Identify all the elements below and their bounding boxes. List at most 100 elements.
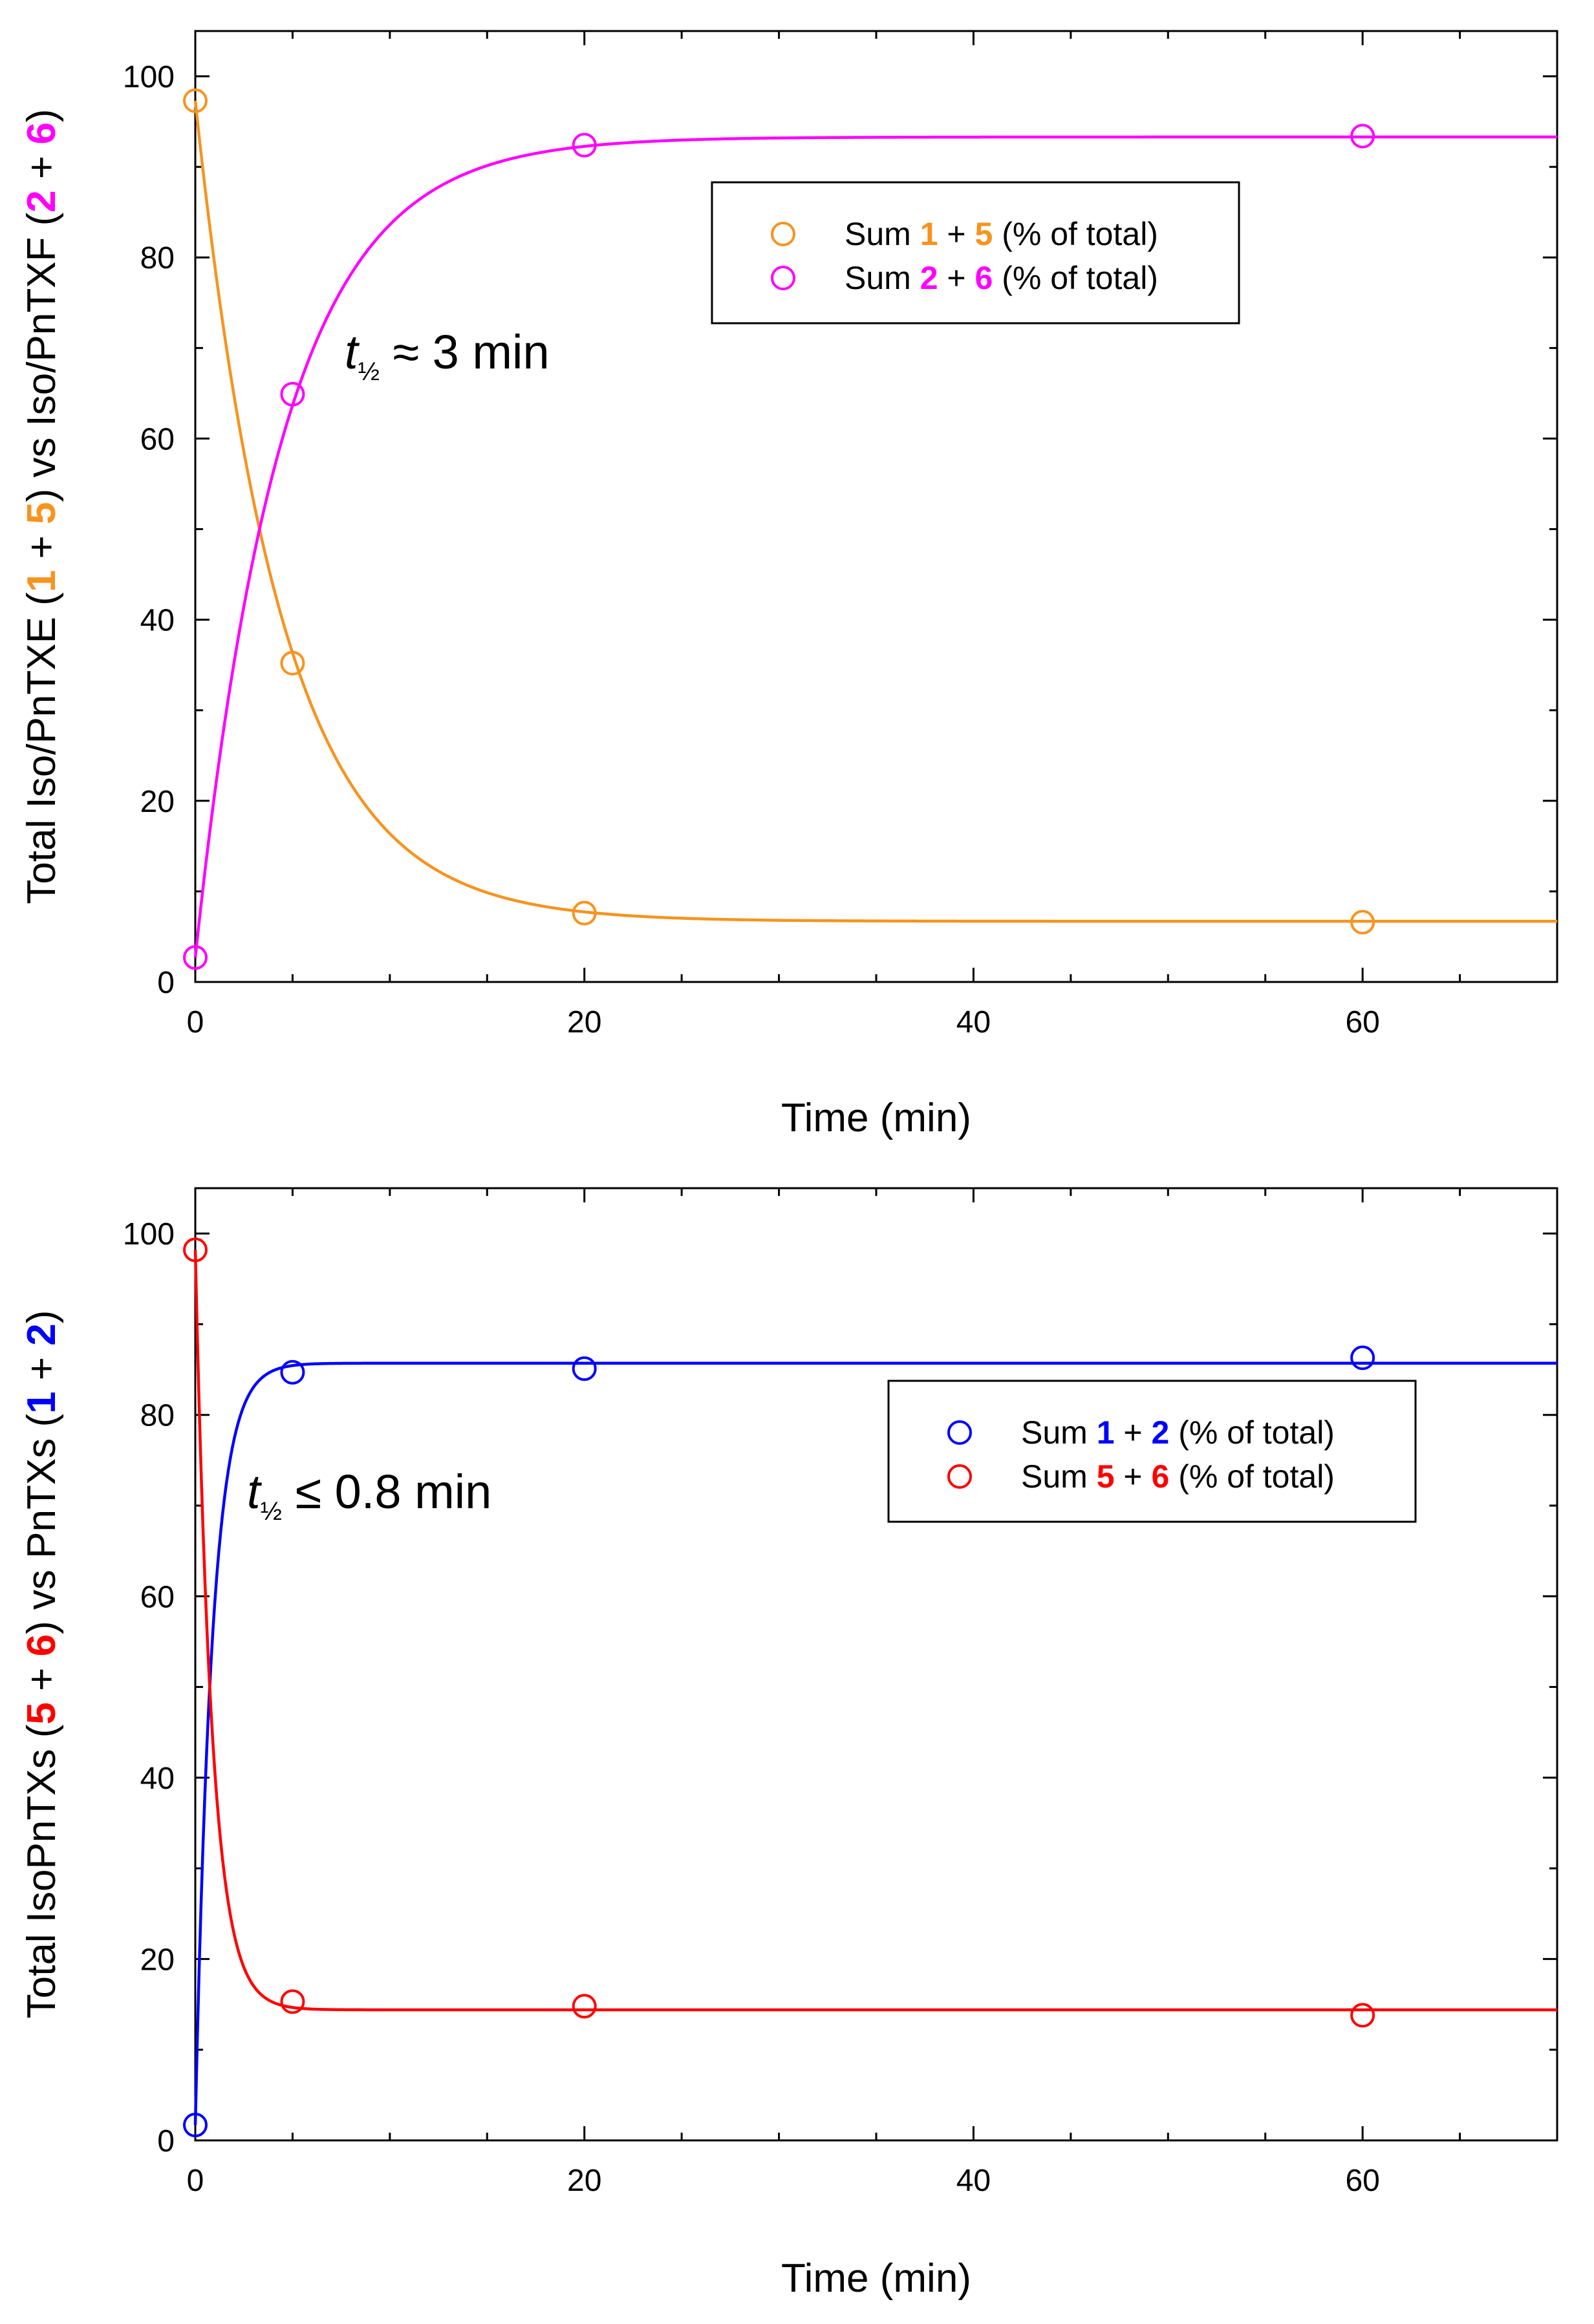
text-part: Total IsoPnTXs ( <box>19 1724 64 2018</box>
x-tick-label: 20 <box>567 1005 601 1039</box>
text-part: + <box>19 145 64 191</box>
annot-rest: ≈ 3 min <box>380 325 550 379</box>
y-tick-label: 0 <box>157 966 175 1000</box>
legend: Sum 1 + 2 (% of total) Sum 5 + 6 (% of to… <box>887 1380 1417 1523</box>
text-part: + <box>19 1346 64 1392</box>
y-tick-label: 80 <box>140 241 175 275</box>
x-tick-label: 60 <box>1345 1005 1379 1039</box>
y-tick-label: 100 <box>123 1217 175 1252</box>
data-point-series-0 <box>183 2113 208 2138</box>
legend-marker <box>947 1464 972 1489</box>
x-tick-label: 60 <box>1345 2164 1379 2198</box>
data-point-series-1 <box>1350 123 1375 149</box>
text-part: + <box>1115 1414 1152 1451</box>
x-axis-title: Time (min) <box>781 1096 971 1140</box>
text-part: 1 <box>19 570 64 592</box>
text-part: 1 <box>920 216 938 252</box>
x-axis-title: Time (min) <box>781 2256 971 2301</box>
text-part: 6 <box>975 260 993 296</box>
legend: Sum 1 + 5 (% of total)Sum 2 + 6 (% of to… <box>711 181 1240 325</box>
half-life-annotation: t½ ≈ 3 min <box>345 325 550 386</box>
data-point-series-0 <box>1350 910 1375 935</box>
y-tick-label: 60 <box>140 422 175 456</box>
text-part: Sum <box>845 216 920 252</box>
annot-t: t <box>247 1465 263 1519</box>
data-point-series-1 <box>183 945 208 970</box>
y-tick-label: 40 <box>140 604 175 638</box>
text-part: 6 <box>19 1634 64 1656</box>
text-part: ) vs Iso/PnTXF ( <box>19 212 64 502</box>
text-part: ) <box>19 109 64 122</box>
data-point-series-1 <box>183 1237 208 1263</box>
text-part: 1 <box>1097 1414 1115 1451</box>
text-part: ) <box>19 1310 64 1324</box>
legend-marker <box>947 1420 972 1445</box>
fit-curve-series-1 <box>193 135 1557 958</box>
fit-curve-series-1 <box>193 1250 1557 2012</box>
x-tick-label: 0 <box>187 1005 204 1039</box>
data-point-series-1 <box>280 381 305 407</box>
x-tick-label: 0 <box>187 2164 204 2198</box>
data-point-series-0 <box>280 1359 305 1385</box>
text-part: (% of total) <box>993 216 1158 252</box>
text-part: 1 <box>19 1391 64 1413</box>
text-part: (% of total) <box>993 260 1158 296</box>
y-axis-title: Total IsoPnTXs (5 + 6) vs PnTXs (1 + 2) <box>19 1310 64 2019</box>
data-point-series-0 <box>183 88 208 113</box>
y-tick-label: 60 <box>140 1580 175 1614</box>
data-point-series-1 <box>1350 2003 1375 2028</box>
data-point-series-0 <box>572 901 597 926</box>
legend-label: Sum 5 + 6 (% of total) <box>1021 1458 1335 1495</box>
x-tick-label: 40 <box>956 2164 991 2198</box>
text-part: Total Iso/PnTXE ( <box>19 592 64 904</box>
annot-rest: ≤ 0.8 min <box>282 1465 491 1519</box>
text-part: ) vs PnTXs ( <box>19 1414 64 1634</box>
text-part: 5 <box>1097 1458 1115 1495</box>
text-part: 5 <box>19 502 64 524</box>
legend-label: Sum 2 + 6 (% of total) <box>845 260 1158 296</box>
data-point-series-1 <box>572 133 597 158</box>
y-tick-label: 40 <box>140 1762 175 1796</box>
text-part: + <box>938 260 975 296</box>
plot-frame <box>194 30 1558 983</box>
text-part: 2 <box>19 190 64 212</box>
data-point-series-1 <box>572 1994 597 2019</box>
data-point-series-0 <box>280 650 305 676</box>
text-part: 5 <box>975 216 993 252</box>
y-tick-label: 100 <box>123 60 175 94</box>
x-tick-label: 20 <box>567 2164 601 2198</box>
text-part: 6 <box>1152 1458 1170 1495</box>
y-axis-title: Total Iso/PnTXE (1 + 5) vs Iso/PnTXF (2 … <box>19 109 64 904</box>
annot-sub: ½ <box>261 1497 282 1526</box>
legend-box <box>887 1380 1417 1523</box>
legend-box <box>711 181 1240 325</box>
data-point-series-0 <box>572 1356 597 1381</box>
y-tick-label: 0 <box>157 2124 175 2159</box>
text-part: 6 <box>19 122 64 144</box>
plot-frame <box>194 1187 1558 2142</box>
chart-top: 0 20 40 60 0 20 40 60 80 100 Time (min) Total Iso/P… <box>19 30 1558 1140</box>
text-part: (% of total) <box>1169 1414 1335 1451</box>
legend-marker <box>771 222 795 246</box>
fit-curve-series-0 <box>193 1361 1557 2126</box>
text-part: + <box>938 216 975 252</box>
annot-sub: ½ <box>358 357 380 386</box>
text-part: 2 <box>19 1323 64 1345</box>
text-part: + <box>19 524 64 570</box>
text-part: 2 <box>920 260 938 296</box>
text-part: + <box>19 1656 64 1702</box>
y-tick-label: 20 <box>140 785 175 819</box>
data-point-series-0 <box>1350 1345 1375 1370</box>
legend-label: Sum 1 + 2 (% of total) <box>1021 1414 1335 1451</box>
text-part: Sum <box>1021 1458 1097 1495</box>
annot-t: t <box>345 325 360 379</box>
text-part: + <box>1115 1458 1152 1495</box>
data-point-series-1 <box>280 1989 305 2014</box>
text-part: (% of total) <box>1169 1458 1335 1495</box>
chart-bottom: 0 20 40 60 0 20 40 60 80 100 Time (min) Total IsoPn… <box>19 1187 1558 2301</box>
y-tick-label: 20 <box>140 1943 175 1977</box>
fit-curve-series-0 <box>193 100 1557 923</box>
legend-marker <box>771 266 795 290</box>
legend-label: Sum 1 + 5 (% of total) <box>845 216 1158 252</box>
